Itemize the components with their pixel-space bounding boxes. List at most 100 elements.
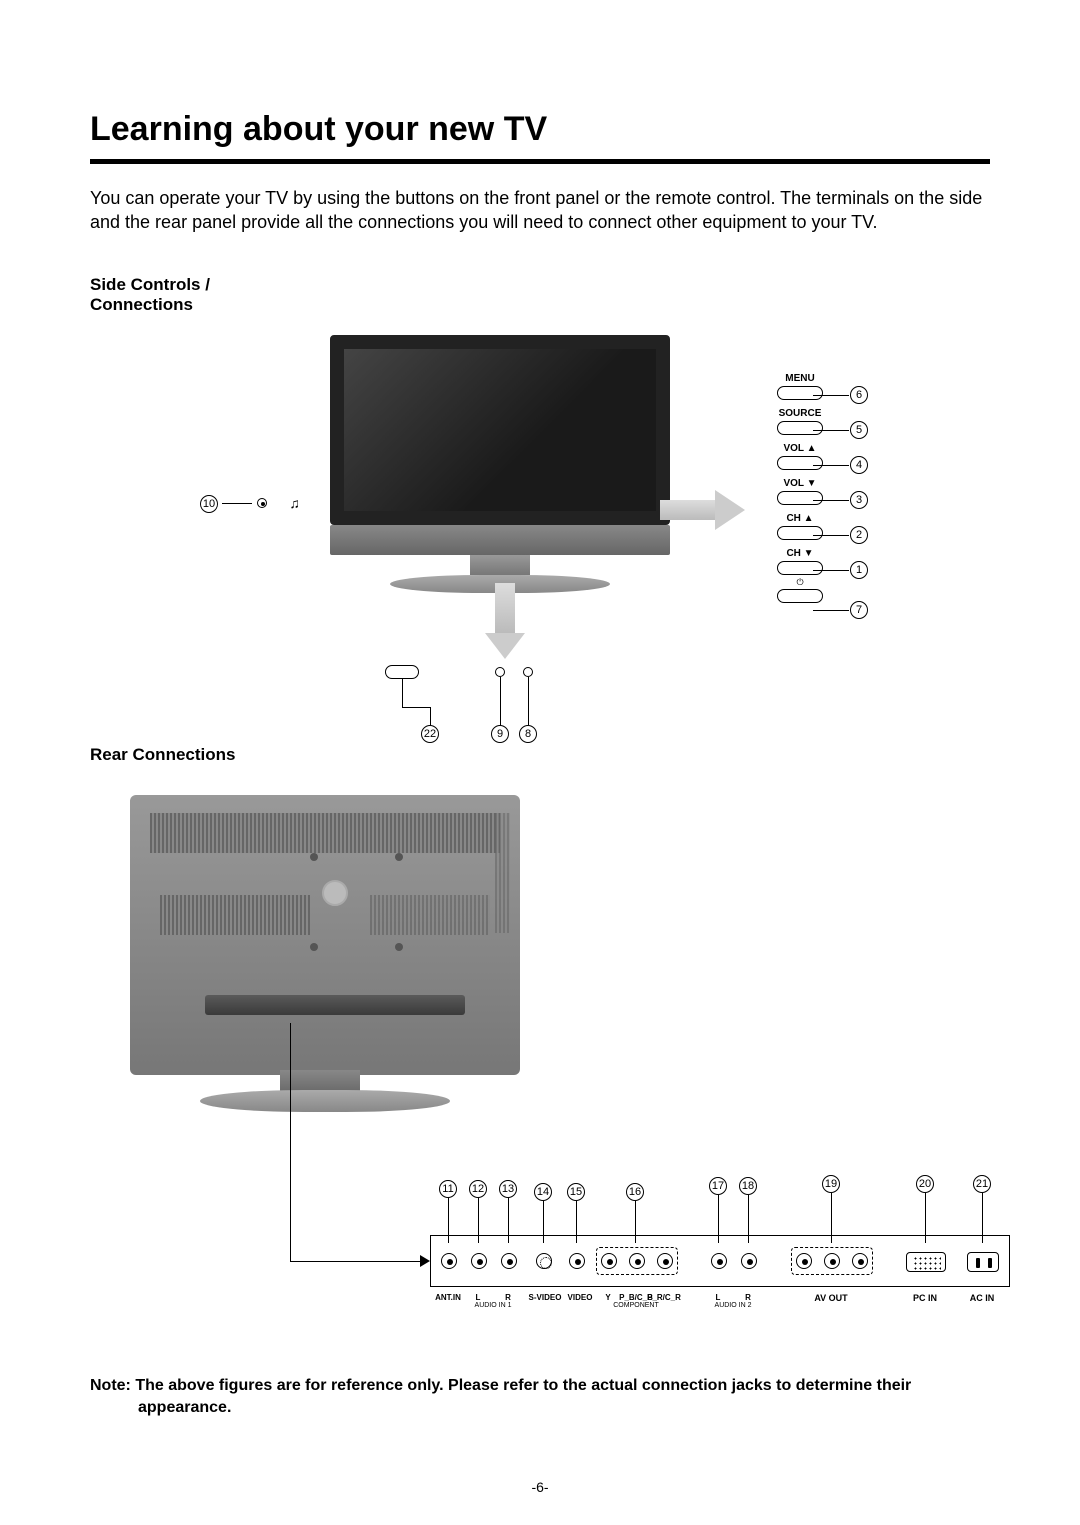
- port-audio2-r: [741, 1253, 757, 1269]
- label-audio1-sub: AUDIO IN 1: [475, 1302, 512, 1309]
- port-ac-in: [967, 1252, 999, 1272]
- tv-speaker-bar: [330, 525, 670, 555]
- note-text: Note: The above figures are for referenc…: [90, 1375, 990, 1420]
- lead-12: [478, 1198, 479, 1243]
- lead-11: [448, 1198, 449, 1243]
- lead-17: [718, 1195, 719, 1243]
- callout-21: 21: [973, 1175, 991, 1193]
- lead-1: [813, 570, 849, 571]
- lead-6: [813, 395, 849, 396]
- headphone-jack-icon: [257, 498, 267, 508]
- btn-label-chup: CH ▲: [760, 513, 840, 524]
- lead-4: [813, 465, 849, 466]
- rear-diagram: 11 12 13 14 15 16 17 18 19 20 21 ANT.IN …: [90, 785, 990, 1365]
- callout-15: 15: [567, 1183, 585, 1201]
- tv-screen: [330, 335, 670, 525]
- lead-3: [813, 500, 849, 501]
- side-controls-diagram: MENU SOURCE VOL ▲ VOL ▼ CH ▲ CH ▼ 6 5 4 …: [90, 325, 990, 745]
- callout-2: 2: [850, 526, 868, 544]
- port-pc-in: [906, 1252, 946, 1272]
- label-audio2-sub: AUDIO IN 2: [715, 1302, 752, 1309]
- rear-section-label: Rear Connections: [90, 745, 990, 765]
- tv-front-illustration: [330, 335, 670, 593]
- callout-4: 4: [850, 456, 868, 474]
- label-audio2-l: L: [716, 1293, 721, 1302]
- lead-2: [813, 535, 849, 536]
- lead-22v2: [430, 707, 431, 725]
- port-avout-3: [852, 1253, 868, 1269]
- lead-7: [813, 610, 849, 611]
- callout-8: 8: [519, 725, 537, 743]
- callout-6: 6: [850, 386, 868, 404]
- lead-21: [982, 1193, 983, 1243]
- lead-14: [543, 1201, 544, 1243]
- rear-leader-v: [290, 1023, 291, 1261]
- rear-leader-h: [290, 1261, 420, 1262]
- page-title: Learning about your new TV: [90, 110, 990, 149]
- title-rule: [90, 159, 990, 164]
- rear-leader-arrow-icon: [420, 1255, 430, 1267]
- label-video: VIDEO: [568, 1293, 593, 1302]
- port-audio1-l: [471, 1253, 487, 1269]
- label-audio1-l: L: [476, 1293, 481, 1302]
- btn-vol-down: [777, 491, 823, 505]
- callout-20: 20: [916, 1175, 934, 1193]
- lead-13: [508, 1198, 509, 1243]
- lead-22v: [402, 679, 403, 707]
- port-audio1-r: [501, 1253, 517, 1269]
- label-audio2-r: R: [745, 1293, 751, 1302]
- label-antin: ANT.IN: [435, 1293, 461, 1302]
- callout-16: 16: [626, 1183, 644, 1201]
- callout-22: 22: [421, 725, 439, 743]
- lead-20: [925, 1193, 926, 1243]
- port-comp-y: [601, 1253, 617, 1269]
- btn-source: [777, 421, 823, 435]
- page-number: -6-: [531, 1479, 548, 1495]
- label-svideo: S-VIDEO: [529, 1293, 562, 1302]
- bottom-sensor-1: [495, 667, 505, 677]
- callout-17: 17: [709, 1177, 727, 1195]
- tv-bottom-strip: 22 9 8: [385, 665, 585, 725]
- callout-13: 13: [499, 1180, 517, 1198]
- headphone-icon: ♫: [289, 495, 300, 511]
- btn-ch-up: [777, 526, 823, 540]
- lead-5: [813, 430, 849, 431]
- btn-power: [777, 589, 823, 603]
- label-avout: AV OUT: [814, 1293, 847, 1303]
- side-label-line1: Side Controls /: [90, 275, 210, 294]
- port-comp-pb: [629, 1253, 645, 1269]
- btn-label-chdown: CH ▼: [760, 548, 840, 559]
- bottom-button: [385, 665, 419, 679]
- port-ant: [441, 1253, 457, 1269]
- callout-12: 12: [469, 1180, 487, 1198]
- arrow-down-icon: [485, 583, 525, 663]
- side-button-panel: MENU SOURCE VOL ▲ VOL ▼ CH ▲ CH ▼: [760, 365, 840, 603]
- callout-19: 19: [822, 1175, 840, 1193]
- tv-neck: [470, 555, 530, 575]
- btn-label-menu: MENU: [760, 373, 840, 384]
- label-comp-y: Y: [605, 1293, 610, 1302]
- port-svideo: [536, 1253, 552, 1269]
- callout-11: 11: [439, 1180, 457, 1198]
- label-audio1-r: R: [505, 1293, 511, 1302]
- callout-14: 14: [534, 1183, 552, 1201]
- lead-16: [635, 1201, 636, 1243]
- callout-3: 3: [850, 491, 868, 509]
- lead-8: [528, 677, 529, 725]
- label-comp-pr: P_R/C_R: [647, 1293, 681, 1302]
- port-avout-2: [824, 1253, 840, 1269]
- label-pcin: PC IN: [913, 1293, 937, 1303]
- callout-10: 10: [200, 495, 218, 513]
- lead-22h: [402, 707, 430, 708]
- btn-vol-up: [777, 456, 823, 470]
- btn-label-source: SOURCE: [760, 408, 840, 419]
- lead-9: [500, 677, 501, 725]
- side-controls-label: Side Controls / Connections: [90, 275, 990, 315]
- port-avout-1: [796, 1253, 812, 1269]
- label-acin: AC IN: [970, 1293, 995, 1303]
- port-comp-pr: [657, 1253, 673, 1269]
- callout-9: 9: [491, 725, 509, 743]
- lead-19: [831, 1193, 832, 1243]
- lead-10: [222, 503, 252, 504]
- btn-menu: [777, 386, 823, 400]
